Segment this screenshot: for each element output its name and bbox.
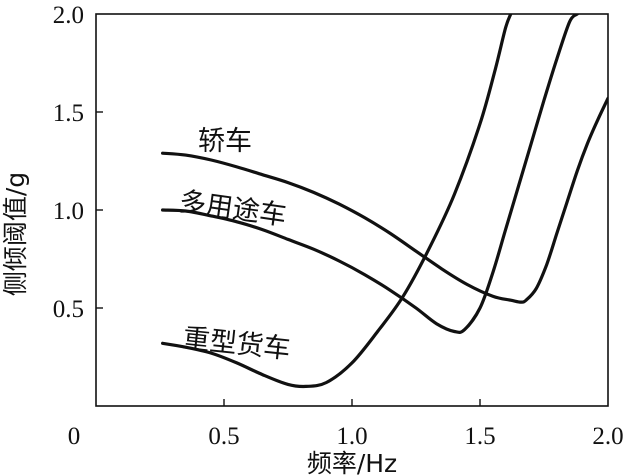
series-line-suv (161, 14, 579, 334)
y-tick-label: 2.0 (53, 2, 84, 29)
x-tick-label: 0 (68, 423, 81, 450)
series-lines (161, 14, 608, 389)
series-label-sedan: 轿车 (198, 126, 252, 157)
x-tick-label: 1.0 (336, 423, 367, 450)
series-label-suv: 多用途车 (177, 186, 288, 232)
x-tick-label: 0.5 (208, 423, 239, 450)
y-axis-title: 侧倾阈值/g (1, 172, 30, 296)
series-label-heavy-truck: 重型货车 (181, 323, 292, 365)
y-tick-label: 0.5 (53, 296, 84, 323)
x-tick-label: 1.5 (464, 423, 495, 450)
x-tick-label: 2.0 (592, 423, 623, 450)
series-line-heavy-truck (161, 14, 513, 389)
series-line-sedan (161, 96, 608, 304)
x-axis-title: 频率/Hz (307, 449, 397, 476)
y-tick-label: 1.5 (53, 100, 84, 127)
y-tick-label: 1.0 (53, 198, 84, 225)
